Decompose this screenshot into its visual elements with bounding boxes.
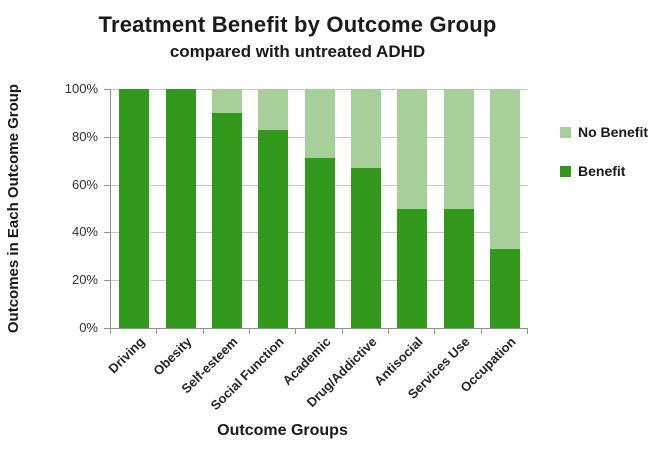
x-axis-label-services-use: Services Use	[404, 334, 473, 402]
chart-subtitle: compared with untreated ADHD	[169, 42, 426, 61]
y-tick-mark	[104, 232, 110, 234]
chart-title: Treatment Benefit by Outcome Group	[98, 12, 497, 37]
bar-segment-benefit	[211, 112, 242, 328]
y-tick-mark	[104, 136, 110, 138]
bar-segment-no-benefit	[304, 89, 335, 159]
legend-item-no-benefit: No Benefit	[560, 124, 648, 140]
bar-segment-benefit	[397, 208, 428, 328]
y-tick-mark	[104, 184, 110, 186]
bar-segment-benefit	[304, 158, 335, 328]
legend-item-benefit: Benefit	[560, 163, 648, 179]
x-tick-mark	[388, 329, 389, 334]
y-tick-label: 0%	[79, 320, 98, 335]
bar-segment-no-benefit	[211, 89, 242, 113]
x-tick-mark	[341, 329, 343, 334]
x-axis-label-occupation: Occupation	[457, 334, 519, 396]
bar-segment-benefit	[443, 208, 474, 328]
y-axis-title: Outcomes in Each Outcome Group	[5, 83, 23, 334]
y-tick-label: 100%	[64, 81, 98, 96]
bar-occupation	[489, 89, 520, 328]
bar-academic	[304, 89, 335, 328]
x-axis-label-antisocial: Antisocial	[371, 334, 426, 389]
bar-self-esteem	[211, 89, 242, 328]
x-tick-mark	[434, 329, 436, 334]
x-axis-label-drug-addictive: Drug/Addictive	[303, 334, 380, 410]
bar-segment-benefit	[165, 89, 196, 328]
bar-segment-benefit	[258, 129, 289, 328]
bar-antisocial	[397, 89, 428, 328]
y-tick-label: 40%	[71, 224, 98, 240]
y-tick-mark	[104, 328, 110, 329]
y-tick-label: 20%	[71, 272, 98, 288]
x-tick-mark	[480, 329, 482, 334]
legend-label: Benefit	[578, 163, 626, 179]
x-axis-label-academic: Academic	[279, 334, 334, 389]
legend-swatch-benefit	[560, 165, 571, 177]
y-tick-mark	[104, 280, 110, 282]
x-axis-label-obesity: Obesity	[149, 334, 195, 379]
y-tick-mark	[104, 89, 110, 90]
x-tick-mark	[249, 329, 250, 334]
x-tick-mark	[202, 329, 204, 334]
y-axis-title-wrap: Outcomes in Each Outcome Group	[2, 84, 26, 333]
x-axis-title: Outcome Groups	[217, 422, 348, 439]
x-axis-label-social-function: Social Function	[207, 334, 287, 414]
bar-services-use	[443, 89, 474, 328]
bar-segment-benefit	[350, 167, 381, 328]
legend-swatch-no-benefit	[560, 126, 571, 138]
plot-area	[110, 89, 528, 329]
x-tick-mark	[295, 329, 297, 334]
bar-segment-no-benefit	[489, 89, 520, 250]
x-tick-mark	[156, 329, 158, 334]
legend: No Benefit Benefit	[560, 124, 648, 179]
bar-segment-no-benefit	[258, 89, 289, 130]
x-tick-mark	[527, 329, 528, 334]
bar-segment-no-benefit	[350, 89, 381, 168]
bar-segment-no-benefit	[443, 89, 474, 209]
bar-segment-benefit	[119, 89, 150, 328]
bar-driving	[119, 89, 150, 328]
legend-label: No Benefit	[578, 124, 648, 140]
bar-social-function	[258, 89, 289, 328]
bar-segment-benefit	[489, 249, 520, 328]
bar-segment-no-benefit	[397, 89, 428, 209]
bar-drug-addictive	[350, 89, 381, 328]
y-tick-label: 60%	[71, 176, 98, 192]
x-axis-label-driving: Driving	[105, 334, 148, 377]
y-tick-label: 80%	[71, 128, 98, 144]
x-axis-label-self-esteem: Self-esteem	[178, 334, 241, 397]
bar-obesity	[165, 89, 196, 328]
x-tick-mark	[110, 329, 111, 334]
